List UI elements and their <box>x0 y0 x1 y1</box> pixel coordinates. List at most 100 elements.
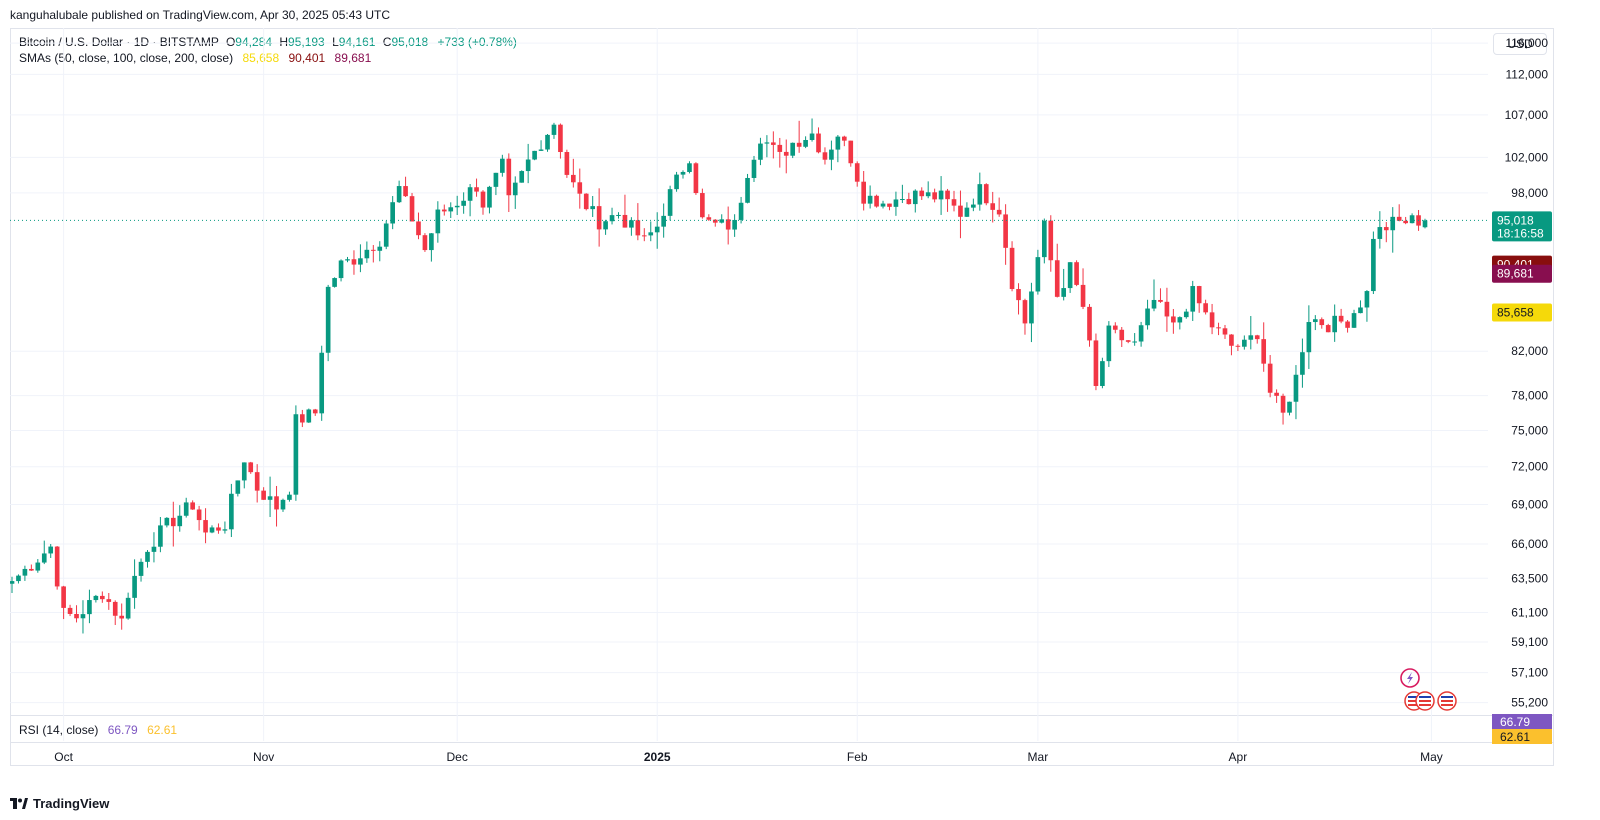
candle-body <box>351 259 357 265</box>
candle-body <box>132 575 137 598</box>
candle-body <box>951 199 957 206</box>
candle-body <box>325 286 331 353</box>
candle-body <box>1396 216 1402 221</box>
candle-body <box>422 235 428 251</box>
candle-body <box>1196 286 1202 304</box>
candle-body <box>280 499 286 510</box>
y-tick-label: 57,100 <box>1511 666 1548 680</box>
y-tick-label: 63,500 <box>1511 571 1548 585</box>
candle-body <box>809 133 815 140</box>
chart-frame[interactable]: Bitcoin / U.S. Dollar · 1D · BITSTAMP O9… <box>10 28 1554 766</box>
candle-body <box>1029 291 1034 324</box>
us-flag-stripe-icon <box>1441 700 1453 702</box>
sma-label[interactable]: SMAs (50, close, 100, close, 200, close) <box>19 51 234 65</box>
candle-body <box>1229 334 1234 346</box>
candle-body <box>1422 220 1428 228</box>
sma200-badge-bg <box>1492 264 1552 283</box>
candle-body <box>661 215 666 227</box>
candle-body <box>138 561 144 576</box>
tradingview-brand[interactable]: TradingView <box>10 796 109 811</box>
candle-body <box>1312 319 1318 323</box>
candle-body <box>1267 363 1273 393</box>
open-value: 94,284 <box>235 35 272 49</box>
y-tick-label: 66,000 <box>1511 537 1548 551</box>
sma50-badge-bg <box>1492 303 1552 322</box>
candle-body <box>1235 345 1241 347</box>
candle-body <box>1209 312 1215 328</box>
candle-body <box>74 613 79 619</box>
candle-body <box>900 199 905 201</box>
y-tick-label: 69,000 <box>1511 498 1548 512</box>
price-pane-divider <box>11 715 1553 716</box>
candle-body <box>80 614 86 619</box>
candle-body <box>1125 340 1131 342</box>
candle-body <box>1261 339 1267 364</box>
candle-body <box>241 462 247 481</box>
candle-body <box>854 163 860 182</box>
us-flag-stripe-icon <box>1419 700 1431 702</box>
candle-body <box>454 205 460 208</box>
candle-body <box>925 192 931 197</box>
candlestick-chart[interactable]: 116,000 112,000 107,000 102,000 98,000 82,000… <box>10 28 1554 766</box>
candle-body <box>67 607 73 614</box>
currency-button[interactable]: USD <box>1493 33 1547 55</box>
candle-body <box>474 187 479 192</box>
candle-body <box>16 575 21 582</box>
candle-body <box>558 124 563 153</box>
sma200-value: 89,681 <box>334 51 372 65</box>
candle-body <box>1300 352 1305 375</box>
candle-body <box>590 206 596 210</box>
candle-body <box>293 414 299 495</box>
candle-body <box>1035 257 1041 292</box>
candle-body <box>500 158 505 173</box>
candle-body <box>829 149 834 160</box>
candle-body <box>1222 328 1228 335</box>
candle-body <box>919 190 925 197</box>
us-flag-stripe-icon <box>1441 696 1453 698</box>
candle-body <box>287 494 292 500</box>
candle-body <box>751 159 757 178</box>
candle-body <box>435 209 441 234</box>
lightning-icon <box>1400 668 1420 688</box>
candle-body <box>10 581 15 584</box>
rsi-label[interactable]: RSI (14, close) <box>19 723 99 737</box>
candle-body <box>519 171 525 183</box>
rsi-legend[interactable]: RSI (14, close) 66.79 62.61 <box>19 723 177 737</box>
y-tick-label: 59,100 <box>1511 635 1548 649</box>
y-tick-label: 112,000 <box>1506 67 1549 81</box>
candle-body <box>29 568 34 571</box>
candle-body <box>461 200 466 206</box>
candle-body <box>506 158 512 196</box>
candle-body <box>112 601 118 616</box>
x-tick-label: Mar <box>1028 750 1049 764</box>
candle-body <box>1190 286 1196 312</box>
candle-body <box>958 205 963 217</box>
candle-body <box>512 182 518 196</box>
candle-body <box>1364 291 1370 308</box>
candle-body <box>364 249 370 259</box>
symbol-name[interactable]: Bitcoin / U.S. Dollar · 1D · BITSTAMP <box>19 35 219 49</box>
x-tick-label: Feb <box>847 750 868 764</box>
us-flag-stripe-icon <box>1408 700 1420 702</box>
candle-body <box>248 462 254 473</box>
candle-body <box>1254 335 1260 340</box>
candle-body <box>596 206 602 230</box>
x-tick-label: Apr <box>1229 750 1248 764</box>
candle-body <box>545 134 550 150</box>
rsi-pane-divider <box>11 742 1553 743</box>
candle-body <box>1325 325 1331 333</box>
x-tick-label: Nov <box>253 750 274 764</box>
brand-name: TradingView <box>33 796 110 811</box>
sma-legend[interactable]: SMAs (50, close, 100, close, 200, close)… <box>19 51 371 65</box>
candle-body <box>1377 227 1383 239</box>
candle-body <box>235 480 241 494</box>
x-tick-label: May <box>1420 750 1443 764</box>
us-flag-stripe-icon <box>1419 704 1431 706</box>
candle-body <box>145 551 150 562</box>
candle-body <box>532 150 537 160</box>
candle-body <box>164 517 170 526</box>
candle-body <box>306 409 312 423</box>
x-tick-label: Dec <box>447 750 468 764</box>
y-tick-label: 107,000 <box>1505 108 1549 122</box>
candle-body <box>93 595 99 601</box>
